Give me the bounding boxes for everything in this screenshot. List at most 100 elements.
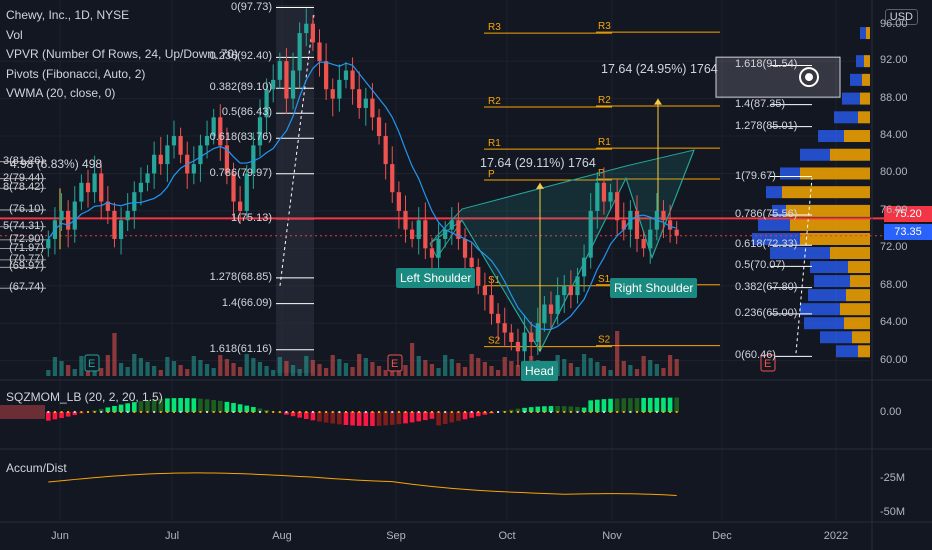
- candle-body: [337, 79, 342, 99]
- fib-right-label: 0.382(67.80): [735, 280, 798, 293]
- volume-bar: [502, 357, 507, 376]
- legend-pivots[interactable]: Pivots (Fibonacci, Auto, 2): [6, 66, 146, 81]
- candle-body: [297, 33, 302, 71]
- candle-body: [641, 238, 646, 249]
- volume-bar: [238, 367, 243, 376]
- accum-label[interactable]: Accum/Dist: [6, 461, 67, 475]
- volume-bar: [218, 355, 223, 376]
- last-price-badge: 75.20: [884, 206, 932, 222]
- sqz-bar: [509, 409, 514, 412]
- legend-vpvr[interactable]: VPVR (Number Of Rows, 24, Up/Down, 70): [6, 47, 239, 61]
- volume-bar: [357, 354, 362, 376]
- volume-bar: [310, 360, 316, 376]
- vpvr-up-bar: [780, 167, 800, 180]
- pivot-s1: S1: [488, 275, 501, 286]
- sqz-dot: [93, 411, 96, 413]
- sqz-bar: [389, 412, 395, 425]
- pivot-p: P: [488, 169, 495, 180]
- sqz-dot: [384, 411, 387, 413]
- pivot-s2: S2: [488, 336, 501, 347]
- vpvr-down-bar: [800, 232, 870, 245]
- chart-title[interactable]: Chewy, Inc., 1D, NYSE: [6, 8, 130, 22]
- candle-body: [145, 173, 150, 183]
- volume-bar: [621, 361, 626, 376]
- volume-bar: [178, 365, 183, 376]
- fib-lines: [0, 7, 884, 357]
- fib-right-label: 1.618(91.54): [735, 58, 798, 71]
- sqz-dot: [629, 411, 632, 413]
- fib-trend-right: [795, 178, 813, 354]
- sqz-bar: [581, 407, 587, 412]
- vpvr-up-bar: [808, 289, 846, 302]
- volume-bar: [436, 368, 441, 376]
- oscillator-label[interactable]: SQZMOM_LB (20, 2, 20, 1.5): [6, 390, 163, 404]
- candle-body: [191, 164, 196, 174]
- sqz-dot: [642, 411, 645, 413]
- earnings-marker-jun: [84, 354, 100, 372]
- candle-body: [244, 173, 249, 211]
- candle-body: [515, 341, 521, 352]
- volume-bar: [628, 365, 633, 376]
- candle-body: [317, 42, 322, 62]
- fib-left-label: 0.236(92.40): [209, 50, 272, 63]
- candle-body: [324, 61, 329, 90]
- volume-bar: [363, 358, 368, 376]
- fib-left-label: 0.618(83.76): [209, 131, 272, 144]
- fib-right-label: 0.236(65.00): [735, 306, 798, 319]
- far-left-fib-label: 3(81.26): [3, 154, 44, 167]
- sqz-bar: [151, 399, 157, 412]
- sqz-dot: [430, 411, 433, 413]
- sqz-bar: [217, 400, 223, 412]
- vpvr-up-bar: [772, 204, 786, 217]
- sqz-dot: [417, 411, 420, 413]
- vpvr-down-bar: [844, 317, 870, 330]
- sqz-bar: [423, 412, 428, 421]
- pivot-p-nov: P: [598, 168, 605, 179]
- sqz-dot: [139, 411, 142, 413]
- sqz-dot: [126, 411, 129, 413]
- volume-bar: [423, 360, 428, 376]
- volume-bar: [661, 368, 666, 376]
- fib-left-label: 0.5(86.43): [221, 106, 272, 119]
- sqz-bar: [98, 408, 104, 412]
- candle-body: [165, 145, 170, 165]
- sqz-dot: [450, 411, 453, 413]
- volume-bar: [482, 362, 487, 376]
- vpvr-down-bar: [844, 130, 870, 143]
- volume-bar: [409, 343, 415, 376]
- volume-bar: [350, 367, 355, 376]
- sqz-bar: [303, 412, 309, 420]
- legend-vol[interactable]: Vol: [6, 27, 23, 42]
- volume-bar: [648, 360, 653, 376]
- sqz-dot: [563, 411, 566, 413]
- candle-body: [178, 136, 183, 155]
- candle-body: [667, 220, 673, 230]
- sqz-dot: [86, 411, 89, 413]
- candle-body: [152, 154, 157, 174]
- legend-vwma[interactable]: VWMA (20, close, 0): [6, 86, 116, 100]
- fib-left-label: 1.618(61.16): [209, 342, 272, 355]
- candle-body: [462, 238, 468, 258]
- x-tick: Aug: [272, 530, 292, 542]
- volume-bar: [105, 355, 110, 376]
- sqz-bar: [608, 398, 613, 412]
- volume-bar: [72, 369, 77, 376]
- sqz-dot: [477, 411, 480, 413]
- sqz-bar: [601, 399, 607, 412]
- currency-button[interactable]: USD: [884, 9, 918, 25]
- candle-body: [238, 201, 243, 211]
- volume-bar: [125, 367, 130, 376]
- vpvr-up-bar: [818, 130, 844, 143]
- candle-body: [224, 145, 230, 174]
- measure-label-1: 17.64 (29.11%) 1764: [480, 156, 596, 170]
- sqz-dot: [662, 411, 665, 413]
- far-left-fib-label: (67.74): [9, 281, 44, 294]
- vpvr-up-bar: [834, 111, 858, 124]
- sqz-dot: [232, 411, 235, 413]
- candle-body: [423, 220, 428, 249]
- volume-bar: [330, 355, 335, 376]
- sqz-bar: [654, 397, 660, 412]
- sqz-dot: [530, 411, 533, 413]
- sqz-bar: [131, 402, 137, 412]
